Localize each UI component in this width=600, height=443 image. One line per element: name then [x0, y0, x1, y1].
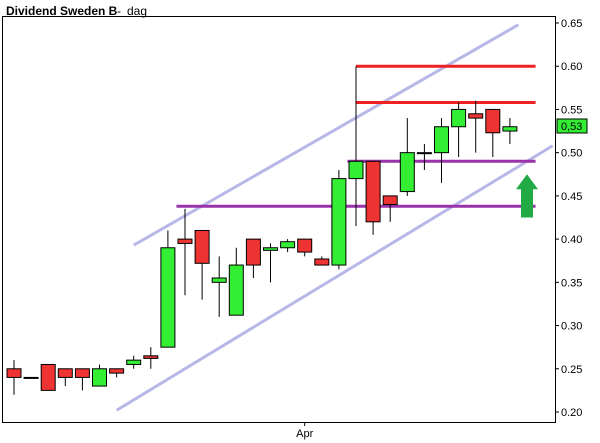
candle-body — [468, 113, 484, 119]
chart-title: Dividend Sweden B — [6, 4, 118, 18]
plot-area — [2, 16, 556, 423]
candle-body — [160, 247, 176, 348]
candle — [434, 118, 449, 183]
candle-body — [228, 264, 244, 316]
candle-body — [399, 152, 415, 193]
candle — [143, 347, 159, 369]
candle-body — [126, 359, 142, 365]
y-tick-label: 0.60 — [561, 61, 582, 73]
candle — [57, 368, 73, 387]
candle — [365, 160, 381, 235]
candle-body — [245, 238, 261, 266]
arrow-group — [516, 174, 538, 218]
up-arrow — [516, 174, 538, 218]
candle-body — [416, 152, 432, 155]
candle — [314, 256, 330, 266]
candle — [245, 238, 261, 279]
candle — [502, 118, 518, 145]
candle — [6, 360, 22, 395]
y-tick-label: 0.30 — [561, 321, 582, 333]
trend-channel-line — [132, 23, 520, 247]
last-price-marker: 0,53 — [556, 118, 588, 134]
candle-body — [40, 363, 56, 391]
candle — [126, 355, 142, 369]
candle — [451, 102, 467, 157]
y-tick-label: 0.20 — [561, 407, 582, 419]
last-price-box — [556, 118, 588, 134]
candle-body — [6, 368, 22, 378]
candle-body — [211, 277, 227, 283]
candle — [348, 66, 364, 227]
candle-body — [451, 108, 467, 128]
candles — [6, 66, 518, 395]
candle-body — [109, 368, 125, 374]
candle-body — [348, 160, 364, 180]
candle-body — [331, 178, 347, 266]
candle — [228, 247, 244, 316]
candle — [177, 208, 193, 296]
y-tick-label: 0.65 — [561, 18, 582, 30]
trend-channel-line — [115, 144, 554, 412]
candle — [23, 376, 39, 379]
candle — [74, 368, 90, 391]
candle — [416, 144, 432, 170]
trend-channel — [115, 23, 554, 412]
x-tick-label: Apr — [296, 428, 313, 440]
candle — [399, 118, 415, 196]
candle-body — [263, 247, 278, 251]
y-axis: 0.20 0.25 0.30 0.35 0.40 0.45 0.50 0.55 0.60 0.65 — [555, 18, 582, 419]
candle-body — [434, 126, 449, 154]
candle-body — [280, 241, 296, 249]
candle-body — [23, 376, 39, 379]
candle — [263, 243, 278, 283]
candle — [92, 364, 107, 387]
candle — [109, 368, 125, 378]
candle-body — [92, 368, 107, 387]
candle — [485, 108, 501, 157]
candle-body — [143, 355, 159, 359]
title-separator: - — [117, 4, 121, 18]
candle — [160, 230, 176, 348]
candle-body — [57, 368, 73, 378]
candle-body — [74, 368, 90, 378]
y-tick-label: 0.25 — [561, 364, 582, 376]
candle — [211, 256, 227, 317]
y-tick-label: 0.45 — [561, 191, 582, 203]
candle-body — [502, 126, 518, 132]
x-axis: Apr — [296, 422, 314, 440]
candle-body — [297, 238, 313, 253]
y-tick-label: 0.40 — [561, 234, 582, 246]
y-tick-label: 0.35 — [561, 277, 582, 289]
candle — [331, 169, 347, 270]
candle-body — [485, 108, 501, 134]
candle — [194, 229, 210, 300]
candle — [468, 100, 484, 153]
candle-body — [314, 258, 330, 266]
y-tick-label: 0.50 — [561, 148, 582, 160]
candle — [297, 238, 313, 257]
last-price-label: 0,53 — [561, 121, 582, 133]
y-tick-label: 0.55 — [561, 104, 582, 116]
candle-body — [194, 229, 210, 264]
candle-body — [382, 195, 398, 206]
candle — [382, 195, 398, 222]
candle-body — [177, 238, 193, 244]
candle — [40, 363, 56, 391]
candle — [280, 239, 296, 253]
chart-subtitle: dag — [127, 4, 147, 18]
candle-body — [365, 160, 381, 223]
